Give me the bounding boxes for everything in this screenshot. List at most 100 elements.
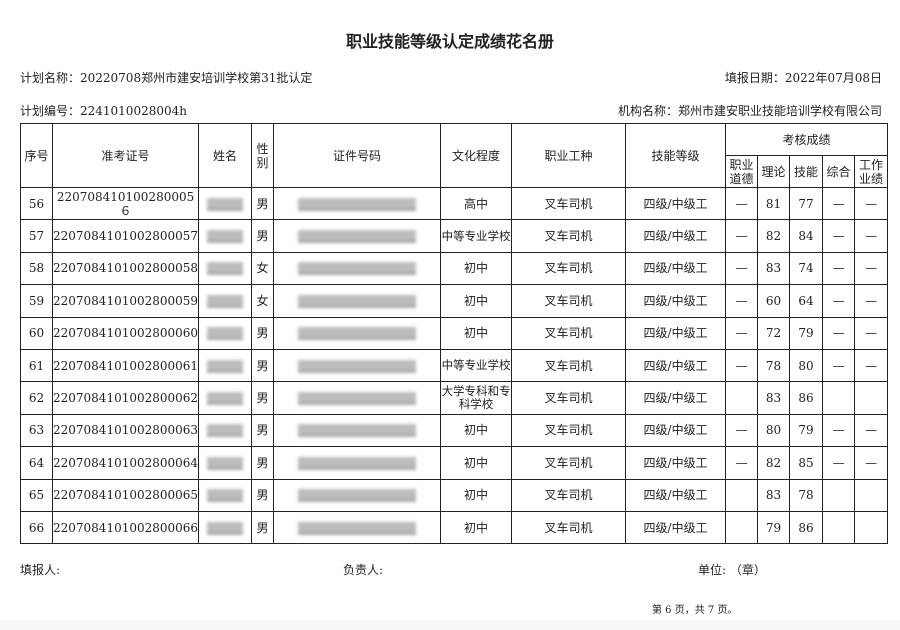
- org-name: 机构名称：郑州市建安职业技能培训学校有限公司: [617, 104, 882, 118]
- cell-skill: 79: [789, 316, 824, 350]
- table-row: 57 2207084101002800057 男中等专业学校 叉车司机 四级/中级工 —8…: [20, 219, 889, 253]
- redaction-blur: [207, 230, 244, 244]
- cell-occupation: 叉车司机: [511, 348, 627, 383]
- cell-seq: 66: [20, 510, 53, 545]
- redacted-name: [198, 251, 253, 286]
- cell-level: 四级/中级工: [625, 348, 727, 383]
- cell-theory: 72: [757, 316, 791, 350]
- cell-ethics: [725, 478, 759, 512]
- redacted-name: [198, 219, 253, 253]
- page-title: 职业技能等级认定成绩花名册: [345, 32, 554, 51]
- fill-date: 填报日期：2022年07月08日: [724, 71, 882, 85]
- cell-education: 初中: [440, 510, 513, 545]
- table-row: 65 2207084101002800065 男 初中 叉车司机 四级/中级工 83 78: [20, 478, 889, 512]
- cell-skill: 86: [789, 381, 824, 415]
- score-roster-table: 序号 准考证号 姓名 性别 证件号码 文化程度 职业工种 技能等级 考核成绩 职…: [20, 123, 889, 545]
- cell-education: 初中: [440, 316, 513, 350]
- redaction-blur: [298, 262, 417, 276]
- cell-level: 四级/中级工: [625, 381, 727, 415]
- cell-education: 初中: [440, 251, 513, 286]
- redaction-blur: [207, 294, 244, 308]
- cell-education: 初中: [440, 478, 513, 512]
- cell-level: 四级/中级工: [625, 186, 727, 221]
- redacted-id-number: [273, 251, 442, 286]
- redaction-blur: [298, 230, 417, 244]
- table-row: 66 2207084101002800066 男 初中 叉车司机 四级/中级工 79 86: [20, 510, 889, 545]
- cell-ticket: 2207084101002800063: [51, 413, 200, 448]
- header-performance: 工作业绩: [854, 155, 889, 188]
- cell-overall: [822, 381, 856, 415]
- redacted-id-number: [273, 316, 442, 350]
- header-ticket: 准考证号: [51, 123, 200, 188]
- table-row: 56 220708410100280005６ 男高中 叉车司机 四级/中级工 —81 77—…: [20, 186, 889, 221]
- cell-gender: 男: [251, 219, 275, 253]
- header-ethics: 职业道德: [725, 155, 759, 188]
- cell-skill: 74: [789, 251, 824, 286]
- redacted-name: [198, 381, 253, 415]
- redacted-name: [198, 478, 253, 512]
- header-skill-level: 技能等级: [625, 123, 727, 188]
- cell-seq: 60: [20, 316, 53, 350]
- cell-overall: —: [822, 186, 856, 221]
- table-row: 60 2207084101002800060 男初中 叉车司机 四级/中级工 —72 79—…: [20, 316, 889, 350]
- cell-ethics: —: [725, 251, 759, 286]
- cell-overall: [822, 510, 856, 545]
- cell-seq: 64: [20, 446, 53, 480]
- cell-ethics: —: [725, 446, 759, 480]
- cell-theory: 83: [757, 381, 791, 415]
- responsible-label: 负责人:: [343, 563, 384, 577]
- cell-level: 四级/中级工: [625, 316, 727, 350]
- cell-occupation: 叉车司机: [511, 316, 627, 350]
- header-occupation: 职业工种: [511, 123, 627, 188]
- cell-occupation: 叉车司机: [511, 251, 627, 286]
- page-indicator: 第 6 页，共 7 页。: [652, 605, 738, 616]
- redaction-blur: [298, 327, 417, 341]
- cell-ethics: [725, 510, 759, 545]
- redaction-blur: [207, 424, 244, 438]
- header-overall: 综合: [822, 155, 856, 188]
- cell-performance: —: [854, 413, 889, 448]
- cell-seq: 59: [20, 284, 53, 318]
- cell-overall: —: [822, 219, 856, 253]
- redaction-blur: [298, 489, 417, 503]
- cell-education: 初中: [440, 413, 513, 448]
- redacted-id-number: [273, 413, 442, 448]
- cell-occupation: 叉车司机: [511, 478, 627, 512]
- redaction-blur: [298, 424, 417, 438]
- cell-gender: 男: [251, 316, 275, 350]
- cell-ethics: [725, 381, 759, 415]
- cell-ticket: 2207084101002800061: [51, 348, 200, 383]
- cell-skill: 80: [789, 348, 824, 383]
- cell-overall: —: [822, 348, 856, 383]
- cell-theory: 79: [757, 510, 791, 545]
- redacted-name: [198, 510, 253, 545]
- cell-ethics: —: [725, 284, 759, 318]
- cell-occupation: 叉车司机: [511, 284, 627, 318]
- redacted-id-number: [273, 186, 442, 221]
- cell-gender: 女: [251, 251, 275, 286]
- redacted-name: [198, 446, 253, 480]
- plan-name: 计划名称：20220708郑州市建安培训学校第31批认定: [20, 71, 313, 85]
- cell-gender: 男: [251, 186, 275, 221]
- cell-gender: 女: [251, 284, 275, 318]
- cell-gender: 男: [251, 413, 275, 448]
- cell-education: 中等专业学校: [440, 219, 513, 253]
- cell-overall: —: [822, 284, 856, 318]
- cell-performance: —: [854, 186, 889, 221]
- cell-performance: —: [854, 284, 889, 318]
- table-row: 63 2207084101002800063 男初中 叉车司机 四级/中级工 —80 79—…: [20, 413, 889, 448]
- cell-level: 四级/中级工: [625, 219, 727, 253]
- cell-ticket: 2207084101002800065: [51, 478, 200, 512]
- cell-ticket: 2207084101002800062: [51, 381, 200, 415]
- cell-performance: [854, 381, 889, 415]
- redaction-blur: [207, 197, 244, 211]
- redacted-id-number: [273, 284, 442, 318]
- cell-level: 四级/中级工: [625, 251, 727, 286]
- header-gender: 性别: [251, 123, 275, 188]
- cell-level: 四级/中级工: [625, 510, 727, 545]
- plan-number: 计划编号：2241010028004h: [20, 104, 187, 118]
- redaction-blur: [207, 456, 244, 470]
- cell-gender: 男: [251, 381, 275, 415]
- cell-ticket: 2207084101002800066: [51, 510, 200, 545]
- header-id-number: 证件号码: [273, 123, 442, 188]
